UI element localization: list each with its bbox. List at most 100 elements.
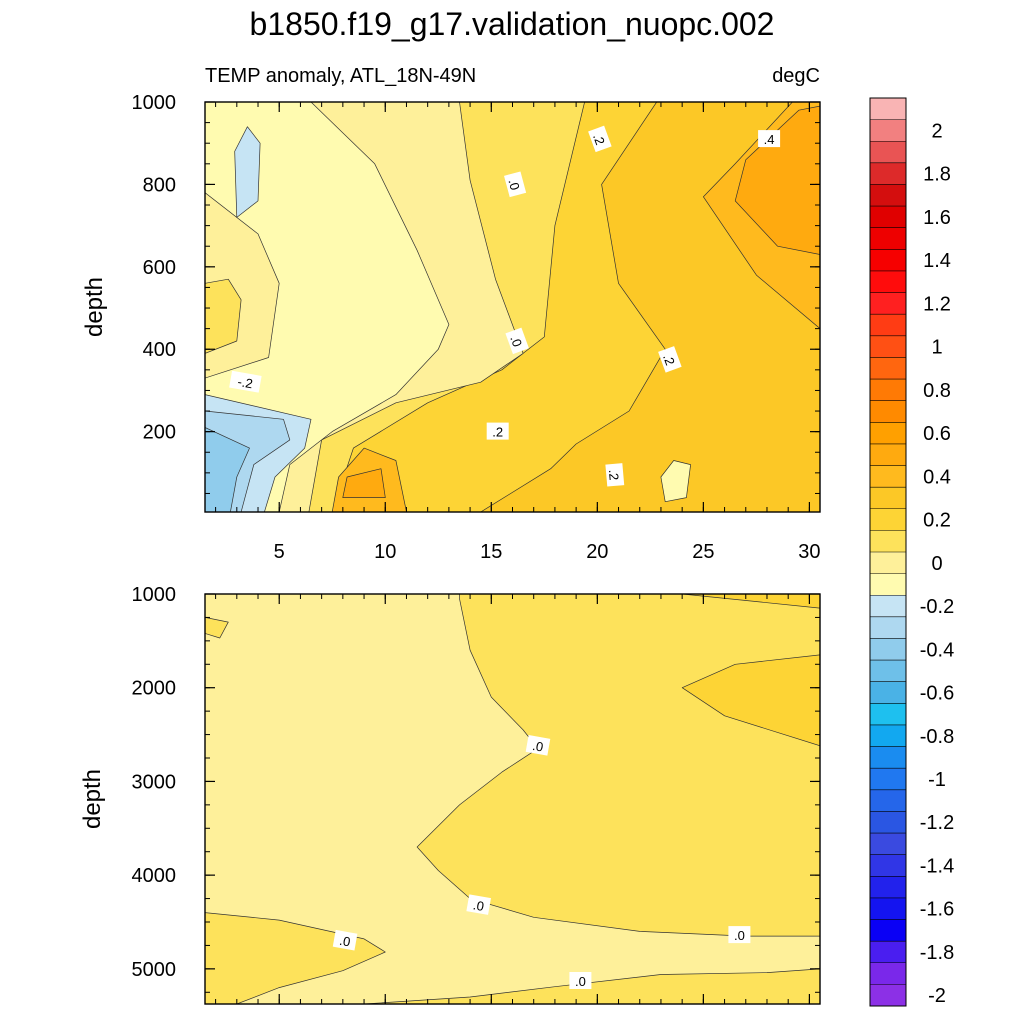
colorbar-box [870,746,906,769]
x-tick-label: 25 [692,541,714,563]
contour-label-text: .2 [590,132,608,147]
contour-region [234,126,261,218]
contour-label-bg [504,171,527,198]
contour-label-bg [758,130,781,148]
contour-label: -.2 [229,370,262,393]
colorbar-tick-label: -0.2 [920,596,954,618]
contour-label-bg [486,422,509,440]
contour-label-bg [569,972,592,989]
contour-label-text: .0 [505,177,522,191]
contour-label-text: .0 [734,928,745,943]
colorbar-tick-label: -0.4 [920,639,954,661]
colorbar-box [870,984,906,1007]
x-tick-label: 20 [586,541,608,563]
colorbar-tick-label: 0.4 [923,466,951,488]
contour-label-bg [505,327,529,355]
chart-title: b1850.f19_g17.validation_nuopc.002 [250,6,775,42]
y-tick-label: 800 [143,174,176,196]
colorbar-tick-label: -1.2 [920,812,954,834]
colorbar-box [870,897,906,920]
contour-label: .2 [658,346,682,373]
contour-label-text: .2 [606,469,622,481]
contour-region [205,278,242,354]
colorbar-tick-label: 2 [931,120,942,142]
colorbar-box [870,119,906,142]
lower-contour-fill [205,594,820,1004]
colorbar-box [870,703,906,726]
contour-label-text: .0 [575,974,586,989]
contour-region [205,617,229,639]
colorbar-tick-label: 0.2 [923,510,951,532]
contour-label-bg [728,926,751,944]
contour-label: .2 [605,463,625,487]
contour-label: .0 [332,929,358,951]
contour-label-text: .0 [507,334,525,349]
contour-label-bg [466,894,491,915]
contour-label-bg [658,346,682,373]
contour-region [363,968,820,1004]
colorbar-tick-label: 1.2 [923,293,951,315]
contour-label: .0 [569,972,592,989]
upper-subtitle-left: TEMP anomaly, ATL_18N-49N [205,65,476,87]
y-tick-label: 1000 [132,92,177,114]
colorbar-box [870,422,906,445]
colorbar-box [870,508,906,531]
colorbar-box [870,206,906,229]
colorbar-box [870,876,906,899]
colorbar-box [870,487,906,510]
contour-region [205,427,250,512]
colorbar-box [870,595,906,618]
y-tick-label: 3000 [132,771,177,793]
colorbar-box [870,335,906,358]
colorbar-box [870,724,906,747]
colorbar-tick-label: -1.6 [920,899,954,921]
contour-label-bg [525,735,551,756]
colorbar-box [870,357,906,380]
colorbar-box [870,919,906,942]
contour-region [681,594,820,609]
colorbar-box [870,270,906,293]
colorbar-box [870,98,906,120]
y-tick-label: 5000 [132,959,177,981]
colorbar-box [870,811,906,834]
lower-contour-labels: .0 .0 .0 .0 .0 [332,735,751,989]
colorbar-tick-label: -1 [928,769,946,791]
colorbar-box [870,660,906,683]
upper-contour-fill [205,102,820,512]
contour-label-bg [229,370,262,393]
contour-region [660,460,691,503]
colorbar-box [870,789,906,812]
colorbar-box [870,162,906,185]
contour-label: .0 [504,171,527,198]
contour-label: .0 [466,894,491,915]
contour-region [681,654,820,747]
colorbar-tick-label: 1 [931,337,942,359]
contour-label-text: .2 [660,352,678,367]
colorbar-box [870,400,906,423]
colorbar-box [870,249,906,272]
upper-panel: TEMP anomaly, ATL_18N-49N degC .2 .2 -.2 .0… [81,65,821,563]
contour-label-bg [588,125,612,153]
colorbar-box [870,616,906,639]
y-tick-label: 1000 [132,584,177,606]
colorbar-tick-label: 0.8 [923,380,951,402]
x-tick-label: 30 [798,541,820,563]
contour-region [734,105,820,255]
x-tick-label: 15 [480,541,502,563]
colorbar-box [870,941,906,964]
colorbar-tick-label: -1.4 [920,855,954,877]
colorbar-tick-label: 1.4 [923,250,951,272]
contour-label-text: .0 [472,897,485,914]
lower-axes: 1000 2000 3000 4000 5000 [132,584,820,1004]
colorbar-box [870,443,906,466]
colorbar-box [870,962,906,985]
contour-label-text: .4 [764,132,775,147]
colorbar-box [870,854,906,877]
colorbar-tick-label: -0.6 [920,683,954,705]
contour-label-bg [605,463,625,487]
colorbar-box [870,530,906,553]
lower-panel: .0 .0 .0 .0 .0 1000 2000 3000 4000 5000 depth [79,584,821,1005]
colorbar-tick-label: 0 [931,553,942,575]
x-tick-label: 10 [374,541,396,563]
